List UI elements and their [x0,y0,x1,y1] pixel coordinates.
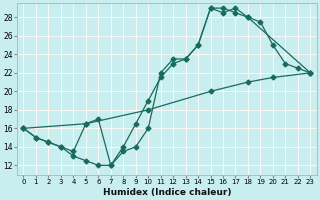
X-axis label: Humidex (Indice chaleur): Humidex (Indice chaleur) [103,188,231,197]
